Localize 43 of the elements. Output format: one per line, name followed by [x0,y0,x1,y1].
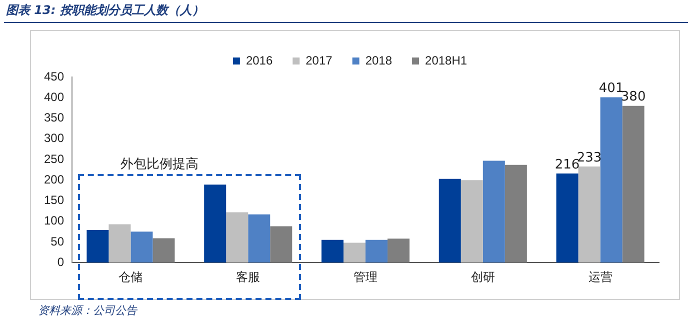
bar [204,184,226,263]
y-tick-label: 450 [44,69,64,84]
legend-label: 2017 [306,53,333,68]
y-tick-label: 400 [44,90,64,104]
x-tick-label: 仓储 [118,270,143,284]
bar [152,238,175,263]
x-tick-label: 管理 [354,270,378,284]
legend-label: 2018H1 [425,53,468,68]
y-tick-label: 50 [50,234,64,248]
bar [108,224,131,263]
bar [344,242,366,263]
bar [600,97,622,263]
chart-title: 图表 13: 按职能划分员工人数（人） [6,2,204,19]
bar [321,240,344,263]
bar [248,214,270,263]
x-tick-label: 运营 [588,270,612,284]
bar [622,106,644,263]
text: 资料来源：公司公告 [38,303,137,318]
legend-label: 2018 [365,53,392,68]
bar [504,164,527,263]
bar [130,232,153,263]
bar [270,226,292,263]
y-tick-label: 250 [44,152,64,166]
data-label: 216 [554,157,580,172]
bar [578,166,600,263]
bar [482,160,505,263]
y-tick-label: 200 [44,172,64,186]
y-tick-label: 100 [44,214,64,228]
bar [86,230,109,263]
y-tick-label: 0 [57,254,64,269]
y-tick-label: 150 [44,193,64,208]
y-tick-label: 300 [44,131,64,146]
bar [388,238,410,263]
legend-label: 2016 [246,53,273,68]
bar [438,178,461,263]
y-tick-label: 350 [44,110,64,125]
annotation: 外包比例提高 [120,156,198,173]
bar [460,180,483,263]
bar [226,212,248,263]
bar [556,174,578,263]
x-tick-label: 创研 [470,270,495,284]
bar [366,240,388,263]
x-tick-label: 客服 [236,270,260,284]
